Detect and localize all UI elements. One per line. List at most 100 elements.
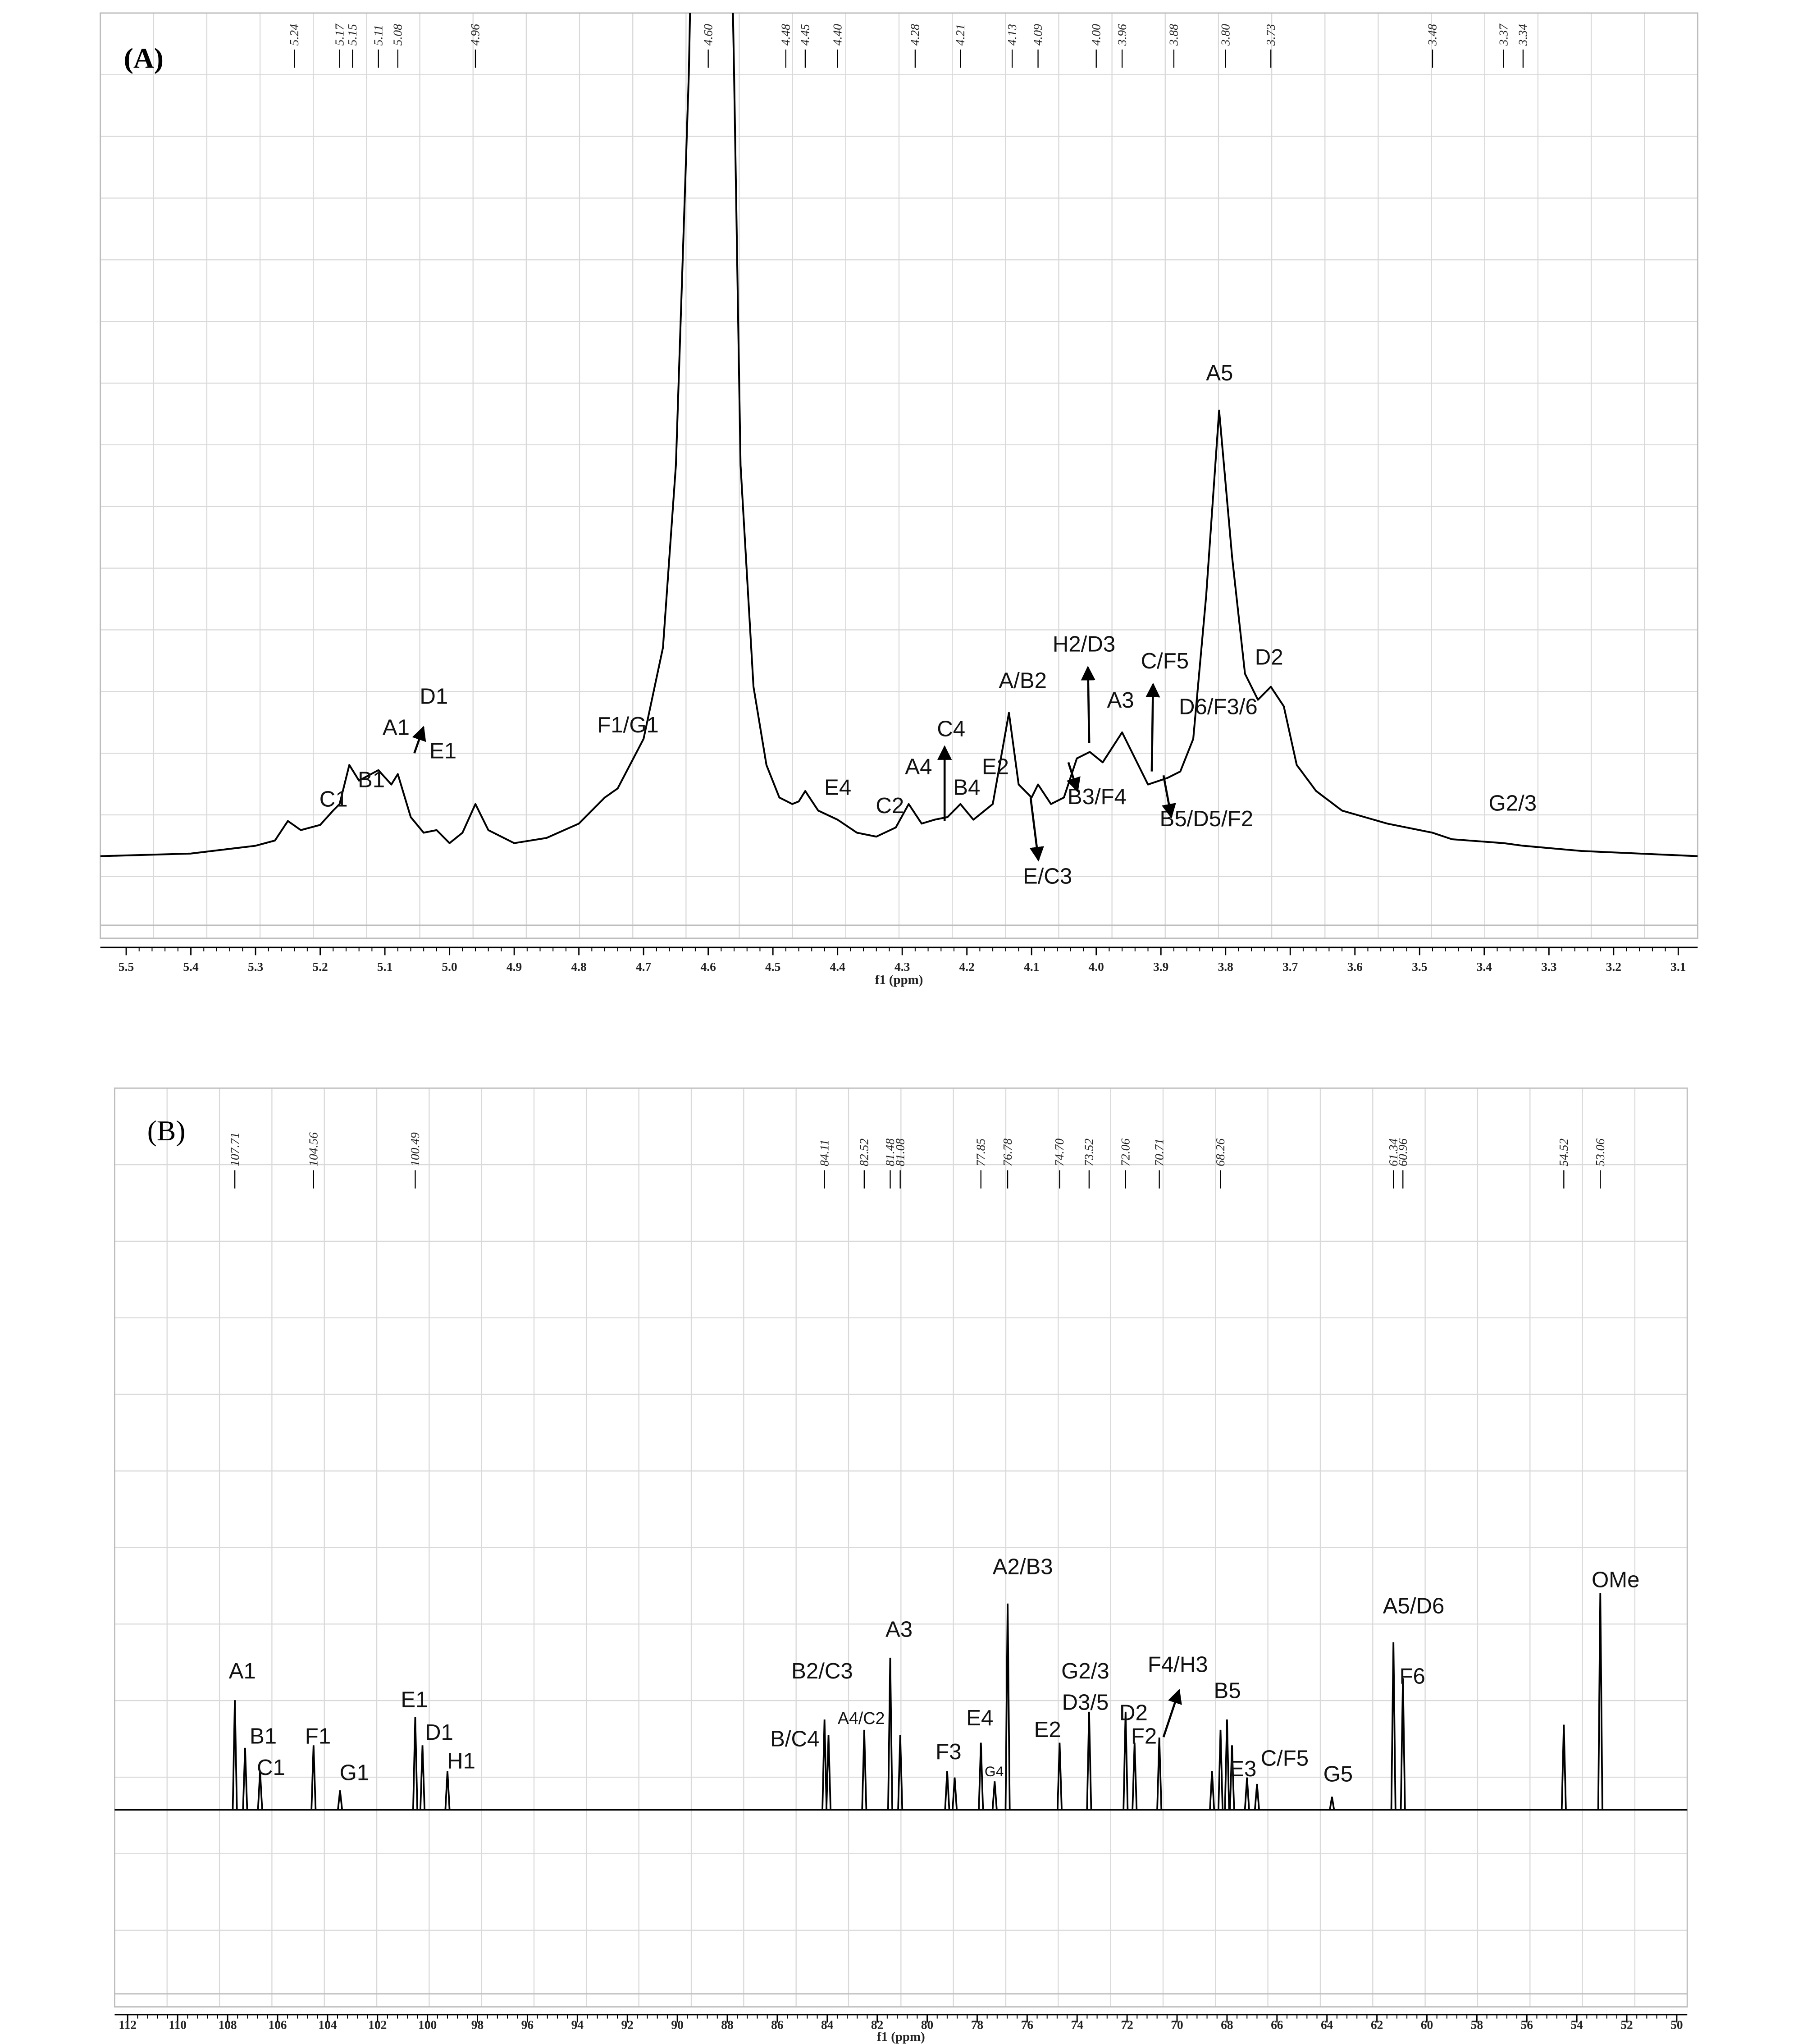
annotation: C2 bbox=[876, 794, 904, 818]
peak-label: 3.88 bbox=[1167, 24, 1181, 46]
annotation-arrow bbox=[1145, 682, 1160, 772]
peak bbox=[232, 1700, 238, 1810]
peak-label: 3.96 bbox=[1115, 24, 1129, 46]
peak-label: 107.71 bbox=[228, 1132, 242, 1166]
annotation: E1 bbox=[401, 1688, 428, 1712]
annotation: E4 bbox=[824, 776, 851, 800]
peak-label: 3.37 bbox=[1497, 23, 1511, 46]
annotation: D3/5 bbox=[1062, 1690, 1109, 1715]
peak-label: 4.13 bbox=[1005, 24, 1019, 46]
peak bbox=[991, 1781, 998, 1810]
peak bbox=[952, 1777, 958, 1810]
x-tick-label: 3.6 bbox=[1347, 960, 1363, 974]
plot-frame bbox=[100, 12, 1698, 939]
x-tick-label: 100 bbox=[418, 2018, 437, 2032]
peak-label: 4.21 bbox=[954, 24, 967, 46]
annotation: E1 bbox=[429, 739, 456, 764]
annotation: F1 bbox=[305, 1724, 331, 1749]
annotation: A3 bbox=[885, 1617, 913, 1642]
annotation: A/B2 bbox=[999, 669, 1047, 693]
chart-panel: (A) 5.5 5.4 5.3 5.2 5.1 5.0 4.9 4.8 4.7 4.6 4.5 4.4 4… bbox=[100, 12, 1698, 987]
peak bbox=[412, 1717, 418, 1810]
peak-label: 5.08 bbox=[391, 24, 404, 46]
annotation: D6/F3/6 bbox=[1179, 695, 1258, 719]
peak bbox=[1254, 1783, 1260, 1810]
peak bbox=[1056, 1742, 1063, 1810]
annotation: A1 bbox=[229, 1659, 256, 1683]
x-tick-label: 84 bbox=[821, 2018, 834, 2032]
peak bbox=[861, 1729, 867, 1810]
annotation: E2 bbox=[1034, 1718, 1061, 1742]
peak-label: 73.52 bbox=[1082, 1139, 1096, 1166]
x-tick-label: 74 bbox=[1071, 2018, 1084, 2032]
peak bbox=[1004, 1603, 1011, 1810]
peak bbox=[1329, 1797, 1335, 1810]
annotation: B5 bbox=[1214, 1678, 1241, 1703]
annotation: F4/H3 bbox=[1148, 1653, 1208, 1677]
peak bbox=[1561, 1724, 1567, 1810]
peak bbox=[1390, 1642, 1396, 1810]
annotation: C1 bbox=[319, 787, 348, 812]
x-tick-label: 4.0 bbox=[1089, 960, 1104, 974]
peak-label: 5.17 bbox=[333, 23, 346, 46]
x-tick-label: 68 bbox=[1221, 2018, 1233, 2032]
x-tick-label: 4.5 bbox=[765, 960, 780, 974]
peak bbox=[420, 1745, 426, 1810]
annotation: C/F5 bbox=[1261, 1747, 1309, 1771]
peak bbox=[337, 1790, 343, 1810]
x-tick-label: 94 bbox=[571, 2018, 584, 2032]
x-tick-label: 3.5 bbox=[1412, 960, 1427, 974]
peak-label: 4.60 bbox=[701, 24, 715, 46]
peak-label: 81.48 bbox=[883, 1139, 897, 1166]
x-tick-label: 3.3 bbox=[1541, 960, 1556, 974]
peak bbox=[821, 1719, 828, 1810]
x-axis-label: f1 (ppm) bbox=[875, 973, 923, 987]
x-tick-label: 102 bbox=[368, 2018, 387, 2032]
annotation: A2/B3 bbox=[993, 1555, 1053, 1579]
peak-label: 3.34 bbox=[1516, 24, 1530, 46]
annotation: F6 bbox=[1399, 1664, 1425, 1689]
x-tick-label: 86 bbox=[771, 2018, 783, 2032]
peak-label: 76.78 bbox=[1001, 1139, 1014, 1166]
peak bbox=[1217, 1729, 1224, 1810]
annotation: G2/3 bbox=[1489, 791, 1537, 815]
peak bbox=[1123, 1711, 1129, 1810]
x-tick-label: 72 bbox=[1121, 2018, 1133, 2032]
peak bbox=[1224, 1719, 1230, 1810]
x-tick-label: 82 bbox=[871, 2018, 883, 2032]
x-tick-label: 5.1 bbox=[377, 960, 392, 974]
x-tick-label: 5.4 bbox=[183, 960, 199, 974]
peak-label: 82.52 bbox=[858, 1139, 871, 1166]
annotation-arrow bbox=[1161, 775, 1176, 819]
spectrum-trace bbox=[100, 13, 1698, 857]
peak-label: 5.15 bbox=[346, 24, 359, 46]
annotation: H1 bbox=[447, 1749, 475, 1773]
annotation: B2/C3 bbox=[791, 1659, 853, 1683]
peak-label: 68.26 bbox=[1214, 1139, 1227, 1166]
peak-label: 61.34 bbox=[1387, 1139, 1400, 1166]
x-tick-label: 4.8 bbox=[571, 960, 586, 974]
x-tick-label: 110 bbox=[169, 2018, 187, 2032]
annotation: G5 bbox=[1323, 1762, 1353, 1786]
x-tick-label: 80 bbox=[921, 2018, 933, 2032]
x-tick-label: 4.1 bbox=[1024, 960, 1039, 974]
peak-label: 100.49 bbox=[408, 1132, 422, 1166]
peak-label: 3.48 bbox=[1426, 24, 1439, 46]
peak-label: 81.08 bbox=[893, 1139, 907, 1166]
annotation: B/C4 bbox=[770, 1727, 819, 1751]
peak-label: 104.56 bbox=[306, 1132, 320, 1166]
annotation: B5/D5/F2 bbox=[1160, 807, 1254, 831]
peak bbox=[887, 1657, 894, 1810]
annotation-arrow bbox=[1081, 666, 1095, 743]
peak-label: 54.52 bbox=[1557, 1139, 1570, 1166]
peak bbox=[1597, 1593, 1603, 1810]
annotation: A5 bbox=[1206, 361, 1233, 385]
peak-label: 4.09 bbox=[1031, 24, 1045, 46]
x-tick-label: 4.4 bbox=[830, 960, 846, 974]
peak bbox=[1156, 1738, 1163, 1810]
peak bbox=[1086, 1711, 1092, 1810]
peak-label: 4.28 bbox=[908, 24, 922, 46]
annotation: A3 bbox=[1107, 688, 1134, 713]
